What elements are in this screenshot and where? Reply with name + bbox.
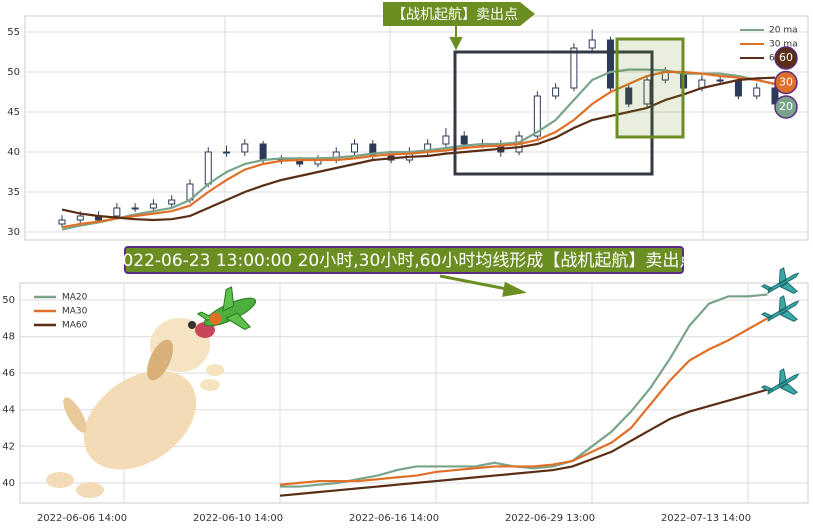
y-tick-label: 44 <box>2 405 15 416</box>
candle-body <box>76 215 84 221</box>
planes <box>760 267 800 395</box>
candle-body <box>588 39 596 49</box>
annotation-banner <box>383 2 535 26</box>
ma-line <box>61 70 776 229</box>
ma-badge <box>774 46 798 70</box>
ma-line <box>61 76 776 222</box>
y-tick-label: 40 <box>7 147 20 158</box>
x-tick-label: 2022-06-16 14:00 <box>349 513 439 524</box>
candle-body <box>716 79 724 82</box>
candle-body <box>442 135 450 145</box>
ma-badge-label: 20 <box>779 100 793 113</box>
candle-body <box>570 47 578 89</box>
candle-body <box>552 87 560 97</box>
legend-label: 30 ma <box>769 40 798 50</box>
y-tick-label: 40 <box>2 478 15 489</box>
ma-badge <box>774 95 798 119</box>
legend-label: MA30 <box>62 307 88 317</box>
legend-label: 20 ma <box>769 26 798 36</box>
x-tick-label: 2022-06-06 14:00 <box>37 513 127 524</box>
candle-body <box>643 79 651 105</box>
x-tick-label: 2022-06-29 13:00 <box>505 513 595 524</box>
candle-body <box>241 143 249 153</box>
legend-label: MA60 <box>62 321 88 331</box>
dog-illustration <box>46 318 224 498</box>
candle-body <box>149 203 157 209</box>
x-tick-label: 2022-06-10 14:00 <box>193 513 283 524</box>
title-banner <box>124 246 684 274</box>
candle-body <box>131 207 139 210</box>
y-tick-label: 46 <box>2 368 15 379</box>
signal-box <box>615 37 685 139</box>
ma-line <box>61 68 776 231</box>
candle-body <box>223 151 231 154</box>
y-tick-label: 30 <box>7 227 20 238</box>
ma-badge-label: 30 <box>779 76 793 89</box>
candle-body <box>734 79 742 97</box>
candle-body <box>460 135 468 145</box>
chart-title: 2022-06-23 13:00:00 20小时,30小时,60小时均线形成【战… <box>112 251 697 271</box>
candle-body <box>58 219 66 225</box>
y-tick-label: 45 <box>7 107 20 118</box>
ma-line <box>279 388 768 497</box>
y-tick-label: 50 <box>2 295 15 306</box>
candle-body <box>753 87 761 97</box>
y-tick-label: 50 <box>7 67 20 78</box>
candle-body <box>259 143 267 161</box>
ma-badge-label: 60 <box>779 51 793 64</box>
y-tick-label: 42 <box>2 441 15 452</box>
candle-body <box>533 95 541 137</box>
y-tick-label: 48 <box>2 332 15 343</box>
x-tick-label: 2022-07-13 14:00 <box>661 513 751 524</box>
candle-body <box>625 87 633 105</box>
top-plot <box>24 15 809 241</box>
annotation-text: 【战机起航】卖出点 <box>392 7 518 23</box>
ma-line <box>279 317 769 486</box>
ma-badge <box>774 70 798 95</box>
candle-body <box>204 151 212 185</box>
y-tick-label: 35 <box>7 187 20 198</box>
y-tick-label: 55 <box>7 27 20 38</box>
candle-body <box>606 39 614 89</box>
annotation-arrow <box>449 26 463 51</box>
legend-label: MA20 <box>62 293 88 303</box>
highlight-box <box>453 50 654 176</box>
green-plane <box>196 286 257 330</box>
candle-body <box>113 207 121 217</box>
title-arrow <box>439 274 527 297</box>
candle-body <box>168 199 176 205</box>
candle-body <box>351 143 359 153</box>
